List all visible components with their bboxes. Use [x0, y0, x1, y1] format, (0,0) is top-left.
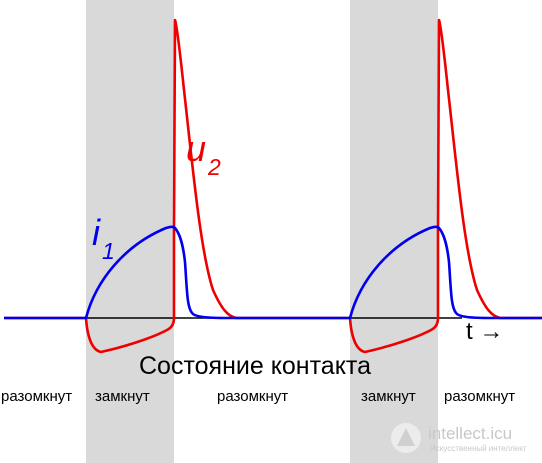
watermark-logo	[391, 423, 421, 453]
voltage-label: u2	[186, 128, 221, 180]
voltage-curve-u2	[4, 18, 542, 354]
current-symbol: i	[92, 212, 100, 253]
watermark-name: intellect.icu	[428, 424, 513, 443]
contact-state-title: Состояние контакта	[139, 352, 371, 380]
time-axis-label: t →	[466, 318, 504, 345]
current-curve-i1	[4, 225, 542, 320]
voltage-subscript: 2	[208, 154, 221, 180]
state-open-3: разомкнут	[444, 388, 516, 405]
voltage-symbol: u	[186, 128, 207, 169]
state-closed-2: замкнут	[361, 388, 416, 405]
watermark-tagline: Искусственный интеллект	[430, 444, 527, 453]
current-subscript: 1	[102, 238, 115, 264]
state-open-2: разомкнут	[217, 388, 289, 405]
current-label: i1	[92, 212, 115, 264]
state-open-1: разомкнут	[1, 388, 73, 405]
state-closed-1: замкнут	[95, 388, 150, 405]
